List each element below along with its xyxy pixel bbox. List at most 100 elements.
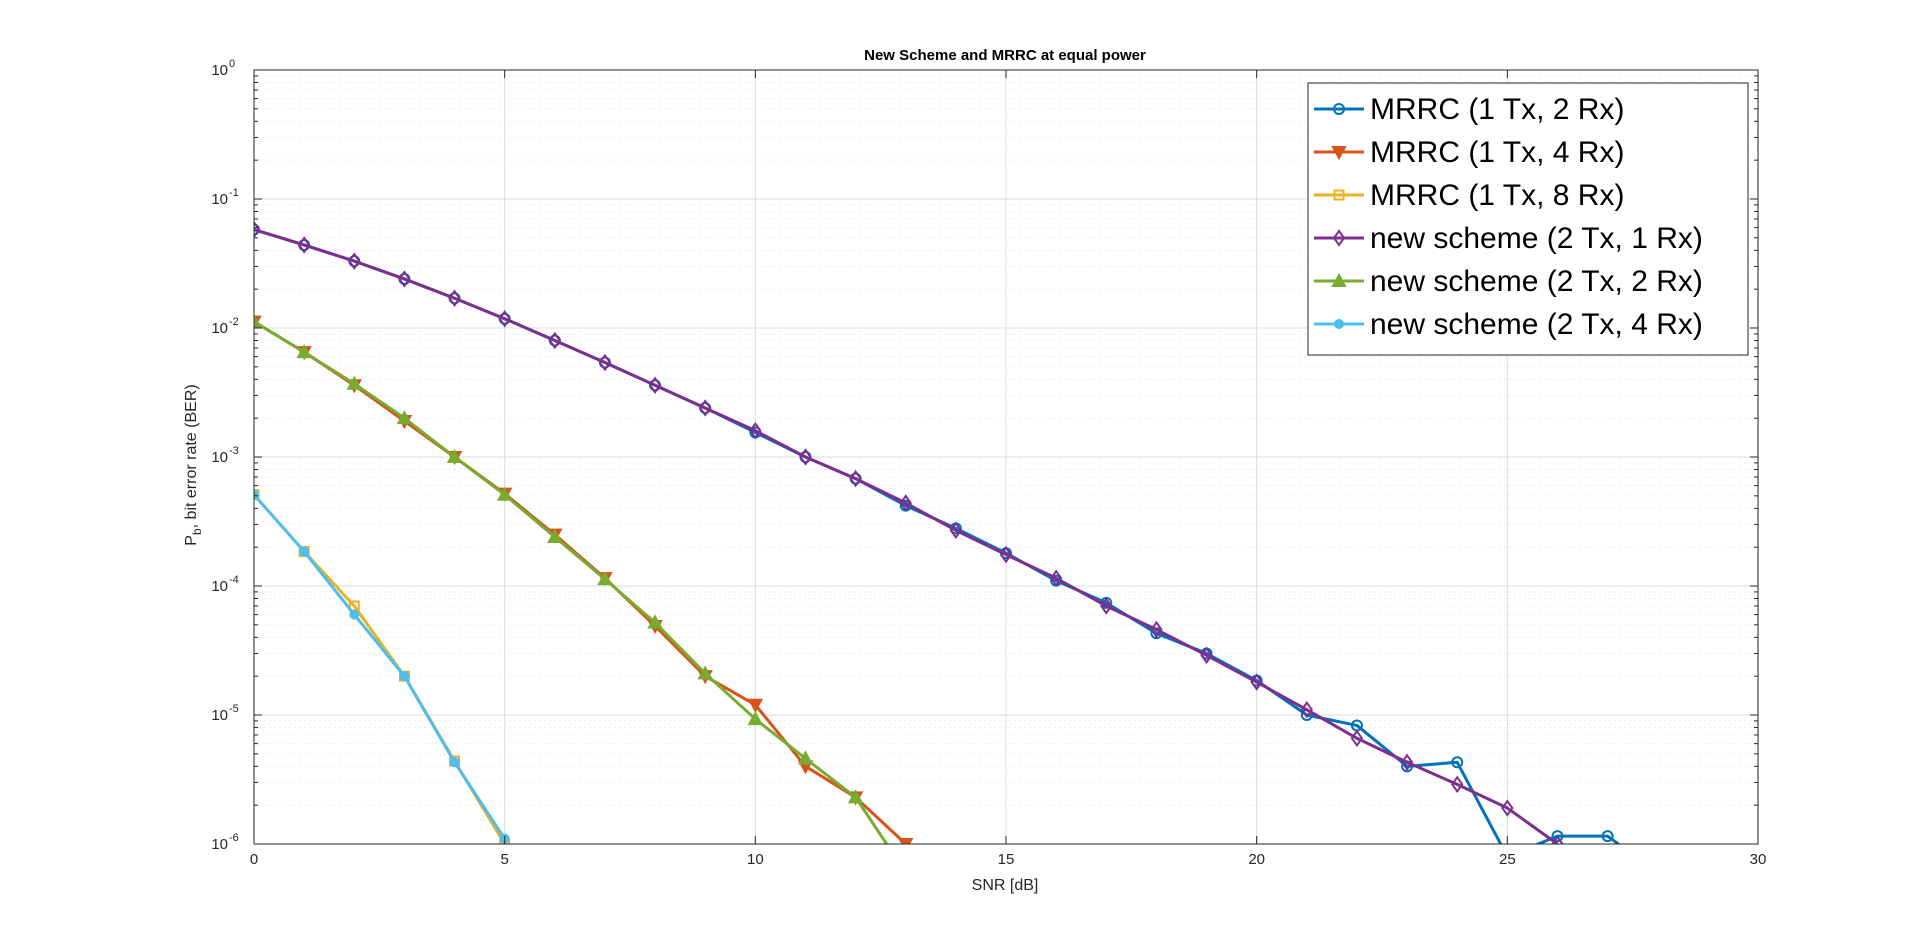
y-tick-label-exponent: -3 — [229, 445, 239, 457]
legend-marker — [1331, 272, 1347, 287]
series-5 — [254, 313, 889, 844]
legend-label: MRRC (1 Tx, 4 Rx) — [1370, 136, 1624, 169]
chart-title: New Scheme and MRRC at equal power — [864, 47, 1146, 64]
data-point — [797, 750, 814, 765]
data-point — [1300, 700, 1314, 719]
data-point — [747, 710, 764, 726]
data-point — [1400, 753, 1414, 772]
data-point — [254, 489, 259, 500]
legend-item: MRRC (1 Tx, 8 Rx) — [1314, 179, 1624, 212]
x-tick-label: 15 — [998, 851, 1015, 868]
y-axis-label-main: P — [183, 535, 200, 546]
legend-item: new scheme (2 Tx, 4 Rx) — [1314, 308, 1703, 341]
legend-marker — [1331, 146, 1347, 161]
series-line — [254, 320, 889, 844]
data-point — [547, 528, 563, 543]
data-point — [1601, 830, 1614, 843]
legend-marker — [1333, 103, 1345, 115]
series-4 — [254, 220, 1564, 844]
data-point — [697, 665, 713, 680]
data-point — [1551, 835, 1564, 844]
data-point — [1450, 775, 1464, 794]
x-tick-label: 5 — [500, 851, 508, 868]
data-point — [648, 376, 662, 394]
data-point — [1501, 799, 1514, 817]
legend-item: new scheme (2 Tx, 2 Rx) — [1314, 265, 1703, 298]
legend-item: MRRC (1 Tx, 2 Rx) — [1314, 93, 1624, 126]
data-point — [749, 421, 762, 440]
series-line — [254, 228, 1559, 844]
y-tick-label-exponent: -1 — [229, 187, 239, 199]
y-axis-label-rest: , bit error rate (BER) — [183, 384, 200, 528]
legend-label: new scheme (2 Tx, 1 Rx) — [1370, 222, 1703, 255]
data-point — [1200, 646, 1213, 665]
legend-marker — [1333, 189, 1345, 201]
series-layer — [254, 220, 1621, 844]
x-tick-label: 25 — [1499, 851, 1516, 868]
legend-marker — [1332, 229, 1346, 247]
data-point — [446, 448, 463, 463]
legend-label: MRRC (1 Tx, 2 Rx) — [1370, 93, 1624, 126]
legend-marker — [1334, 319, 1344, 329]
y-axis-label-subscript: b — [190, 528, 204, 535]
data-point — [999, 545, 1013, 564]
data-point — [349, 609, 360, 620]
data-point — [597, 571, 613, 586]
y-axis-label: Pb, bit error rate (BER) — [183, 384, 204, 545]
legend-label: new scheme (2 Tx, 4 Rx) — [1370, 308, 1703, 341]
y-tick-label-exponent: -5 — [229, 703, 239, 715]
data-point — [396, 410, 413, 425]
legend-item: new scheme (2 Tx, 1 Rx) — [1314, 222, 1703, 255]
data-point — [847, 789, 864, 804]
y-tick-label-exponent: -4 — [229, 574, 239, 586]
data-point — [899, 494, 912, 512]
data-point — [346, 375, 362, 390]
y-tick-label: 10 — [211, 836, 228, 853]
x-tick-label: 0 — [250, 851, 258, 868]
legend-item: MRRC (1 Tx, 4 Rx) — [1314, 136, 1624, 169]
data-point — [448, 289, 461, 307]
legend-label: new scheme (2 Tx, 2 Rx) — [1370, 265, 1703, 298]
data-point — [747, 698, 764, 713]
y-tick-label-exponent: 0 — [229, 58, 235, 70]
data-point — [1100, 597, 1113, 615]
data-point — [299, 546, 310, 557]
x-axis-label: SNR [dB] — [972, 877, 1039, 894]
data-point — [1451, 756, 1464, 769]
data-point — [1150, 620, 1163, 639]
data-point — [399, 671, 410, 682]
data-point — [799, 448, 812, 466]
data-point — [1250, 673, 1263, 691]
legend: MRRC (1 Tx, 2 Rx) MRRC (1 Tx, 4 Rx) MRRC (… — [1307, 82, 1749, 356]
legend-box — [1307, 82, 1749, 356]
data-point — [254, 313, 262, 328]
y-tick-label: 10 — [211, 449, 228, 466]
y-tick-label: 10 — [211, 320, 228, 337]
data-point — [849, 469, 862, 488]
x-tick-label: 20 — [1248, 851, 1265, 868]
data-point — [449, 757, 460, 768]
data-point — [296, 344, 312, 359]
data-point — [398, 270, 411, 288]
legend-label: MRRC (1 Tx, 8 Rx) — [1370, 179, 1624, 212]
data-point — [949, 521, 963, 540]
data-point — [647, 614, 663, 629]
data-point — [548, 331, 562, 350]
data-point — [1551, 830, 1564, 843]
x-tick-label: 30 — [1750, 851, 1767, 868]
series-line — [254, 493, 506, 840]
y-tick-label-exponent: -6 — [229, 832, 239, 844]
y-tick-label-exponent: -2 — [229, 316, 239, 328]
data-point — [698, 399, 712, 417]
y-tick-label: 10 — [211, 191, 228, 208]
data-point — [348, 252, 361, 270]
data-point — [1350, 729, 1364, 747]
data-point — [498, 310, 511, 328]
data-point — [598, 353, 612, 372]
y-tick-label: 10 — [211, 707, 228, 724]
data-point — [1049, 569, 1063, 587]
data-point — [297, 236, 311, 254]
data-point — [898, 838, 914, 844]
